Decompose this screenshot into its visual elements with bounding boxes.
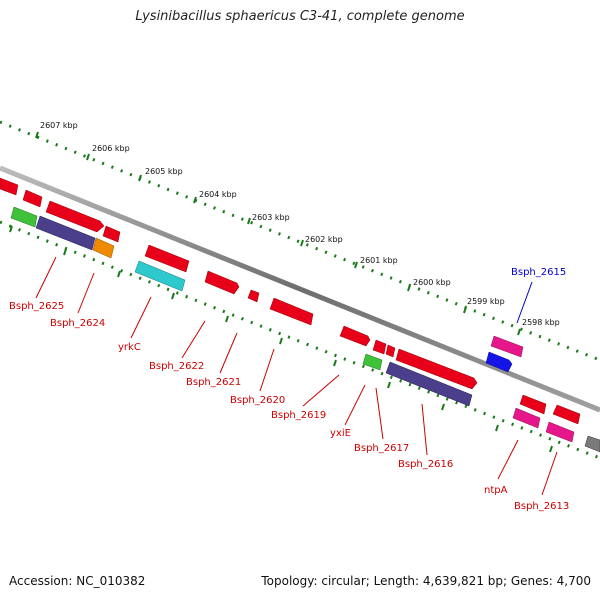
gene-label[interactable]: Bsph_2615 <box>511 267 566 278</box>
gene-feature[interactable] <box>385 344 396 358</box>
reverse-genes <box>0 177 581 425</box>
gene-feature[interactable] <box>22 189 43 208</box>
gene-label[interactable]: Bsph_2619 <box>271 410 326 421</box>
kbp-label: 2603 kbp <box>252 213 290 222</box>
gene-feature[interactable] <box>144 244 190 273</box>
inner-scale-track <box>0 220 600 460</box>
gene-label[interactable]: Bsph_2621 <box>186 377 241 388</box>
gene-feature[interactable] <box>45 200 105 233</box>
inner-major-ticks <box>9 225 553 453</box>
accession-label: Accession: NC_010382 <box>9 574 146 588</box>
gene-feature[interactable] <box>512 407 541 429</box>
gene-label[interactable]: Bsph_2617 <box>354 443 409 454</box>
gene-label[interactable]: Bsph_2620 <box>230 395 285 406</box>
outer-scale-track <box>0 120 600 362</box>
map-title: Lysinibacillus sphaericus C3-41, complet… <box>135 9 465 24</box>
forward-genes <box>485 351 513 373</box>
gene-feature[interactable] <box>0 177 19 196</box>
gene-feature[interactable] <box>385 361 473 407</box>
kbp-label: 2600 kbp <box>413 278 451 287</box>
gene-label[interactable]: Bsph_2613 <box>514 501 569 512</box>
gene-feature[interactable] <box>134 260 186 292</box>
gene-feature[interactable] <box>92 237 115 259</box>
kbp-label: 2601 kbp <box>360 256 398 265</box>
gene-label[interactable]: yrkC <box>118 342 141 353</box>
gene-feature[interactable] <box>545 421 575 443</box>
gene-feature[interactable] <box>490 335 524 358</box>
gene-feature[interactable] <box>204 270 240 295</box>
gene-feature[interactable] <box>485 351 513 373</box>
kbp-label: 2598 kbp <box>522 318 560 327</box>
kbp-label: 2602 kbp <box>305 235 343 244</box>
gene-label[interactable]: ntpA <box>484 485 508 496</box>
gene-feature[interactable] <box>10 206 38 228</box>
gene-label[interactable]: Bsph_2624 <box>50 318 105 329</box>
gene-label[interactable]: Bsph_2625 <box>9 301 64 312</box>
label-callouts <box>35 256 558 496</box>
chromosome-backbone <box>0 165 600 413</box>
kbp-label: 2606 kbp <box>92 144 130 153</box>
gene-feature[interactable] <box>247 289 260 303</box>
kbp-label: 2599 kbp <box>467 297 505 306</box>
gene-feature[interactable] <box>552 404 581 425</box>
kbp-label: 2607 kbp <box>40 121 78 130</box>
gene-feature[interactable] <box>362 353 383 371</box>
gene-label-group: Bsph_2625 Bsph_2624 yrkC Bsph_2622 Bsph_… <box>9 267 569 512</box>
gene-feature[interactable] <box>395 348 478 390</box>
gene-label[interactable]: yxiE <box>330 428 351 439</box>
inner-track-genes <box>10 206 600 453</box>
label-callout-blue <box>516 281 533 324</box>
gene-label[interactable]: Bsph_2622 <box>149 361 204 372</box>
genome-summary: Topology: circular; Length: 4,639,821 bp… <box>261 574 591 588</box>
outer-major-ticks <box>35 131 521 336</box>
kbp-labels: 2607 kbp 2606 kbp 2605 kbp 2604 kbp 2603… <box>40 121 560 327</box>
gene-label[interactable]: Bsph_2616 <box>398 459 453 470</box>
gene-feature[interactable] <box>339 325 371 347</box>
gene-feature[interactable] <box>584 435 600 453</box>
kbp-label: 2605 kbp <box>145 167 183 176</box>
gene-feature[interactable] <box>372 339 387 355</box>
kbp-label: 2604 kbp <box>199 190 237 199</box>
gene-feature[interactable] <box>35 215 96 251</box>
gene-feature[interactable] <box>269 297 314 326</box>
gene-feature[interactable] <box>102 225 121 243</box>
gene-feature[interactable] <box>519 394 547 415</box>
